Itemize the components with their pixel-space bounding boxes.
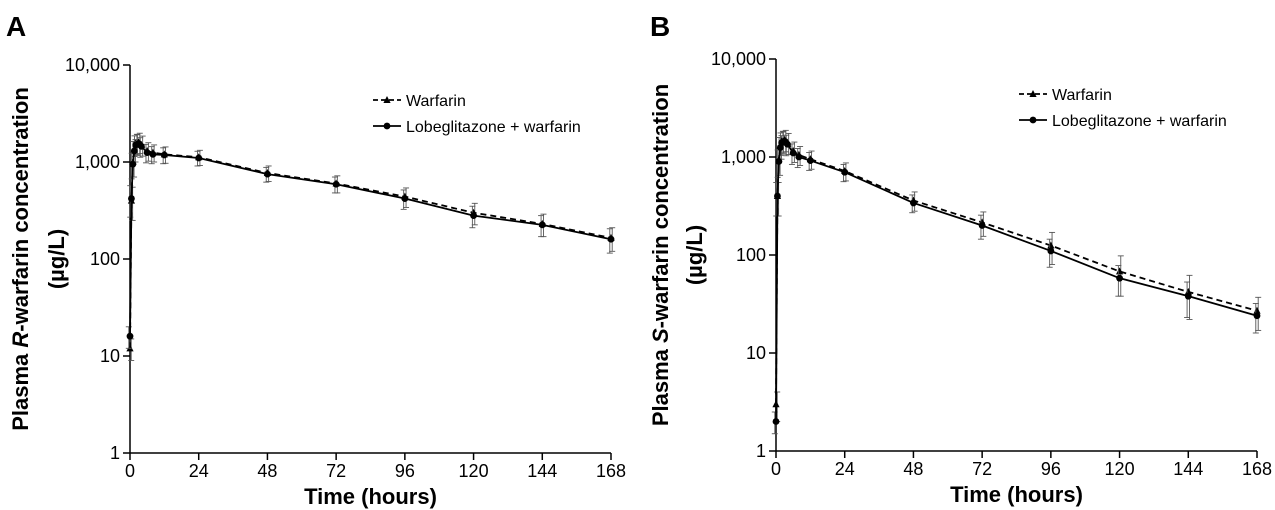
x-tick-label: 72 xyxy=(326,461,346,481)
y-axis-title-prefix: Plasma xyxy=(648,343,673,426)
data-point-circle xyxy=(128,195,135,202)
data-point-circle xyxy=(138,142,145,150)
data-point-circle xyxy=(538,221,546,229)
legend-marker-circle xyxy=(1029,116,1037,124)
y-tick-label: 1,000 xyxy=(721,147,766,167)
y-axis-unit: (µg/L) xyxy=(44,229,69,289)
y-tick-label: 1 xyxy=(110,443,120,463)
data-point-triangle xyxy=(1184,287,1192,295)
data-point-circle xyxy=(795,153,803,161)
data-point-circle xyxy=(775,158,783,165)
x-tick-label: 24 xyxy=(835,459,855,479)
x-tick-label: 120 xyxy=(1105,459,1135,479)
series-warfarin xyxy=(126,132,616,361)
x-axis-title: Time (hours) xyxy=(304,484,437,509)
y-tick-label: 10,000 xyxy=(65,55,120,75)
data-point-circle xyxy=(130,147,138,155)
panel-letter: B xyxy=(650,11,670,42)
data-point-circle xyxy=(264,170,271,178)
data-point-circle xyxy=(789,149,797,157)
data-point-triangle xyxy=(126,344,134,352)
y-axis-unit: (µg/L) xyxy=(682,225,707,285)
y-axis-title-italic: R xyxy=(8,332,33,348)
series-lobeglitazone-warfarin xyxy=(125,134,615,349)
data-point-circle xyxy=(195,154,203,162)
y-axis-title-suffix: -warfarin concentration xyxy=(8,87,33,331)
series-line xyxy=(775,138,1258,405)
data-point-circle xyxy=(1184,292,1192,300)
y-axis-title-prefix: Plasma xyxy=(8,348,33,431)
legend: Warfarin Lobeglitazone + warfarin xyxy=(1019,87,1227,130)
legend-marker-triangle xyxy=(383,96,391,103)
x-tick-label: 120 xyxy=(459,461,489,481)
x-tick-label: 24 xyxy=(189,461,209,481)
legend-label: Lobeglitazone + warfarin xyxy=(1052,113,1227,130)
data-point-circle xyxy=(129,160,137,168)
data-point-circle xyxy=(1253,312,1261,320)
y-axis-title-italic: S xyxy=(648,328,673,343)
data-point-circle xyxy=(784,140,791,148)
panel-letter: A xyxy=(6,11,26,42)
series-lobeglitazone-warfarin xyxy=(771,131,1261,435)
y-tick-label: 1 xyxy=(756,441,766,461)
data-point-circle xyxy=(910,199,917,207)
series-line xyxy=(775,140,1258,422)
y-axis-title: Plasma R-warfarin concentration xyxy=(8,87,33,431)
legend-label: Lobeglitazone + warfarin xyxy=(406,119,581,136)
data-point-circle xyxy=(774,192,781,200)
x-tick-label: 48 xyxy=(257,461,277,481)
x-tick-label: 48 xyxy=(903,459,923,479)
x-tick-label: 96 xyxy=(1041,459,1061,479)
data-point-circle xyxy=(143,149,151,156)
x-tick-label: 144 xyxy=(527,461,557,481)
x-tick-label: 168 xyxy=(596,461,626,481)
data-point-circle xyxy=(1116,274,1123,282)
x-tick-label: 144 xyxy=(1173,459,1203,479)
data-point-circle xyxy=(806,157,814,164)
data-point-circle xyxy=(126,332,134,340)
x-tick-label: 96 xyxy=(395,461,415,481)
series-line xyxy=(129,141,612,349)
series-line xyxy=(129,142,612,337)
y-axis-title-suffix: -warfarin concentration xyxy=(648,84,673,328)
data-point-circle xyxy=(149,150,157,158)
y-tick-label: 10 xyxy=(100,346,120,366)
panel-b: B 1 10 100 1,000 10,000 0 24 48 72 96 120 144 168 Time… xyxy=(648,11,1272,507)
data-point-circle xyxy=(978,222,986,229)
data-point-triangle xyxy=(1115,267,1124,275)
y-tick-label: 100 xyxy=(736,245,766,265)
data-point-circle xyxy=(772,418,780,425)
y-tick-label: 10,000 xyxy=(711,49,766,69)
data-point-circle xyxy=(607,235,615,243)
x-tick-label: 168 xyxy=(1242,459,1272,479)
legend: Warfarin Lobeglitazone + warfarin xyxy=(373,93,581,136)
data-point-circle xyxy=(841,168,849,176)
data-point-circle xyxy=(470,212,477,220)
x-axis-title: Time (hours) xyxy=(950,482,1083,507)
data-point-triangle xyxy=(1253,306,1261,314)
y-tick-label: 1,000 xyxy=(75,152,120,172)
data-point-triangle xyxy=(1047,241,1055,249)
panel-a: A 1 10 100 1,000 10,000 0 24 48 72 96 120 144 168 Time… xyxy=(6,11,626,509)
x-tick-label: 0 xyxy=(771,459,781,479)
legend-marker-circle xyxy=(383,122,391,130)
x-tick-label: 0 xyxy=(125,461,135,481)
legend-marker-triangle xyxy=(1029,90,1037,97)
data-point-circle xyxy=(401,195,409,202)
y-tick-label: 10 xyxy=(746,343,766,363)
y-tick-label: 100 xyxy=(90,249,120,269)
x-tick-label: 72 xyxy=(972,459,992,479)
data-point-circle xyxy=(160,151,168,159)
data-point-circle xyxy=(332,180,340,188)
legend-label: Warfarin xyxy=(1052,87,1112,104)
data-point-circle xyxy=(1047,247,1055,255)
y-axis-title: Plasma S-warfarin concentration xyxy=(648,84,673,426)
legend-label: Warfarin xyxy=(406,93,466,110)
